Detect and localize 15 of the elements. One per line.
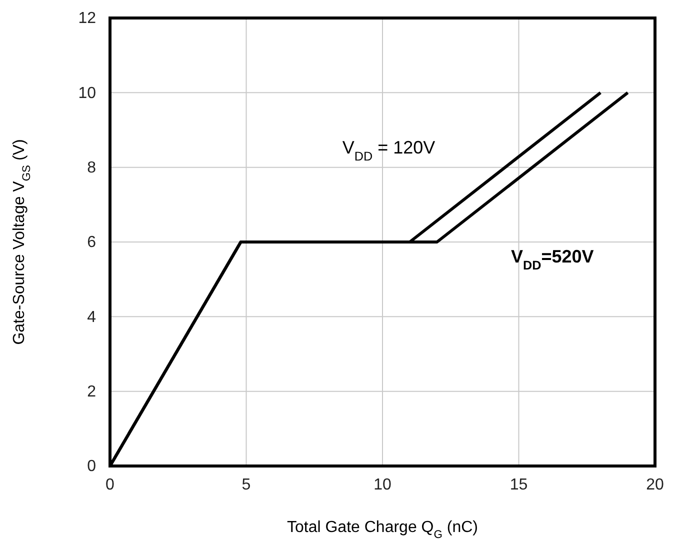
text: V$_{DD}$ = 120V [342,137,436,164]
x-tick-label: 10 [374,476,392,494]
text: V$_{DD}$=520V [510,246,594,272]
x-tick-label: 5 [242,476,251,494]
y-tick-label: 12 [78,10,96,28]
x-tick-label: 20 [646,476,664,494]
y-tick-label: 10 [78,84,96,102]
x-tick-label: 0 [106,476,115,494]
y-tick-label: 8 [87,159,96,176]
y-tick-label: 6 [87,234,96,252]
y-tick-label: 0 [87,458,96,476]
y-tick-label: 2 [87,383,96,400]
x-axis-title: Total Gate Charge Q$_{G}$ (nC) [286,519,478,541]
x-tick-label: 15 [510,476,528,494]
y-tick-label: 4 [87,308,96,326]
